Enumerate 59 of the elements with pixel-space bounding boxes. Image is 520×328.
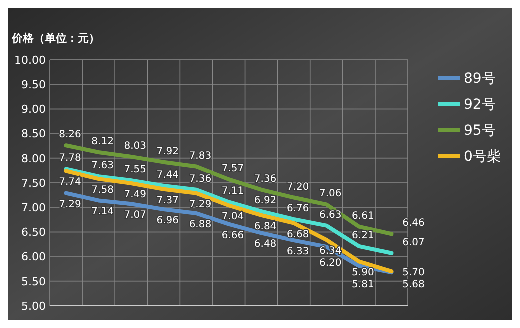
data-label: 6.66 — [222, 230, 244, 242]
data-label: 6.33 — [286, 246, 310, 258]
data-label: 6.46 — [402, 218, 425, 230]
y-tick-label: 6.50 — [22, 226, 46, 240]
data-label: 7.44 — [156, 170, 180, 181]
data-label: 6.20 — [320, 258, 342, 270]
data-label: 7.29 — [189, 199, 212, 210]
data-label: 7.36 — [189, 174, 212, 185]
data-label: 8.26 — [59, 130, 82, 141]
data-label: 7.92 — [156, 146, 180, 158]
data-label: 5.81 — [352, 280, 374, 291]
data-label: 8.03 — [124, 140, 146, 152]
data-label: 6.48 — [254, 239, 277, 250]
data-label: 7.49 — [124, 189, 146, 200]
data-label: 7.57 — [222, 164, 244, 175]
data-label: 6.92 — [254, 196, 277, 207]
data-label: 6.84 — [254, 221, 277, 232]
data-label: 7.63 — [92, 160, 114, 172]
data-label: 5.68 — [402, 280, 425, 291]
y-tick-label: 5.00 — [22, 300, 46, 313]
y-tick-label: 8.50 — [22, 128, 46, 141]
data-label: 7.58 — [92, 185, 114, 196]
data-label: 7.11 — [222, 186, 244, 198]
data-label: 8.12 — [92, 136, 114, 148]
data-label: 7.06 — [320, 188, 342, 200]
y-tick-label: 6.00 — [22, 250, 46, 264]
data-label: 7.78 — [59, 153, 82, 164]
data-label: 5.90 — [352, 268, 374, 279]
data-label: 7.83 — [189, 150, 212, 162]
data-label: 5.70 — [402, 268, 425, 279]
data-label: 6.61 — [352, 210, 374, 222]
y-tick-label: 7.00 — [22, 201, 46, 214]
data-label: 6.63 — [320, 210, 342, 221]
y-tick-label: 9.00 — [22, 103, 46, 116]
data-label: 6.68 — [286, 229, 310, 240]
data-label: 6.88 — [189, 220, 212, 231]
data-label: 6.96 — [156, 216, 180, 227]
data-label: 7.29 — [59, 199, 82, 210]
legend-label: 92号 — [464, 96, 496, 113]
y-tick-label: 8.00 — [22, 152, 46, 166]
y-tick-label: 10.00 — [14, 54, 46, 67]
legend-label: 0号柴 — [464, 148, 501, 165]
data-label: 7.14 — [92, 206, 114, 218]
data-label: 7.07 — [124, 210, 146, 222]
data-label: 7.04 — [222, 212, 244, 223]
y-tick-label: 5.50 — [22, 275, 46, 288]
y-axis-title: 价格（单位：元） — [11, 32, 100, 45]
legend-label: 95号 — [464, 122, 496, 139]
data-label: 7.36 — [254, 174, 277, 185]
data-label: 6.76 — [286, 203, 310, 214]
legend-label: 89号 — [464, 70, 496, 87]
data-label: 7.74 — [59, 177, 82, 188]
data-label: 6.07 — [402, 237, 425, 248]
data-label: 7.37 — [156, 195, 180, 206]
data-label: 7.20 — [286, 182, 310, 193]
data-label: 6.21 — [352, 230, 374, 242]
data-label: 7.55 — [124, 164, 146, 176]
y-tick-label: 7.50 — [22, 176, 46, 190]
y-tick-label: 9.50 — [22, 78, 46, 92]
